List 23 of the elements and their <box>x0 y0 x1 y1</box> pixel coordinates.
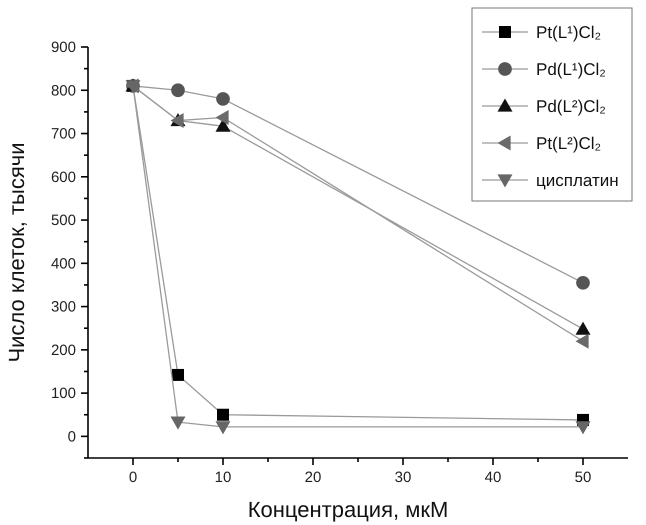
legend-label: Pt(L¹)Cl₂ <box>536 23 602 42</box>
y-tick-label: 900 <box>50 39 76 56</box>
x-axis-title: Концентрация, мкМ <box>248 497 448 522</box>
y-tick-label: 100 <box>50 385 76 402</box>
x-tick-label: 0 <box>128 469 138 486</box>
legend-label: Pt(L²)Cl₂ <box>536 134 602 153</box>
y-tick-label: 200 <box>50 342 76 359</box>
y-tick-label: 0 <box>68 428 76 446</box>
x-tick-label: 20 <box>304 469 322 486</box>
y-tick-label: 500 <box>50 212 76 230</box>
legend-label: цисплатин <box>536 171 619 190</box>
legend-label: Pd(L²)Cl₂ <box>536 97 606 116</box>
x-tick-label: 40 <box>484 469 502 486</box>
x-tick-label: 10 <box>214 469 232 486</box>
y-tick-label: 600 <box>50 168 76 186</box>
y-axis-title: Число клеток, тысячи <box>4 142 29 363</box>
legend-label: Pd(L¹)Cl₂ <box>536 60 606 79</box>
x-tick-label: 30 <box>394 469 412 486</box>
y-tick-label: 800 <box>50 82 76 100</box>
y-tick-label: 700 <box>50 126 76 143</box>
x-tick-label: 50 <box>574 469 592 486</box>
y-tick-label: 300 <box>50 298 76 316</box>
y-tick-label: 400 <box>50 255 76 272</box>
